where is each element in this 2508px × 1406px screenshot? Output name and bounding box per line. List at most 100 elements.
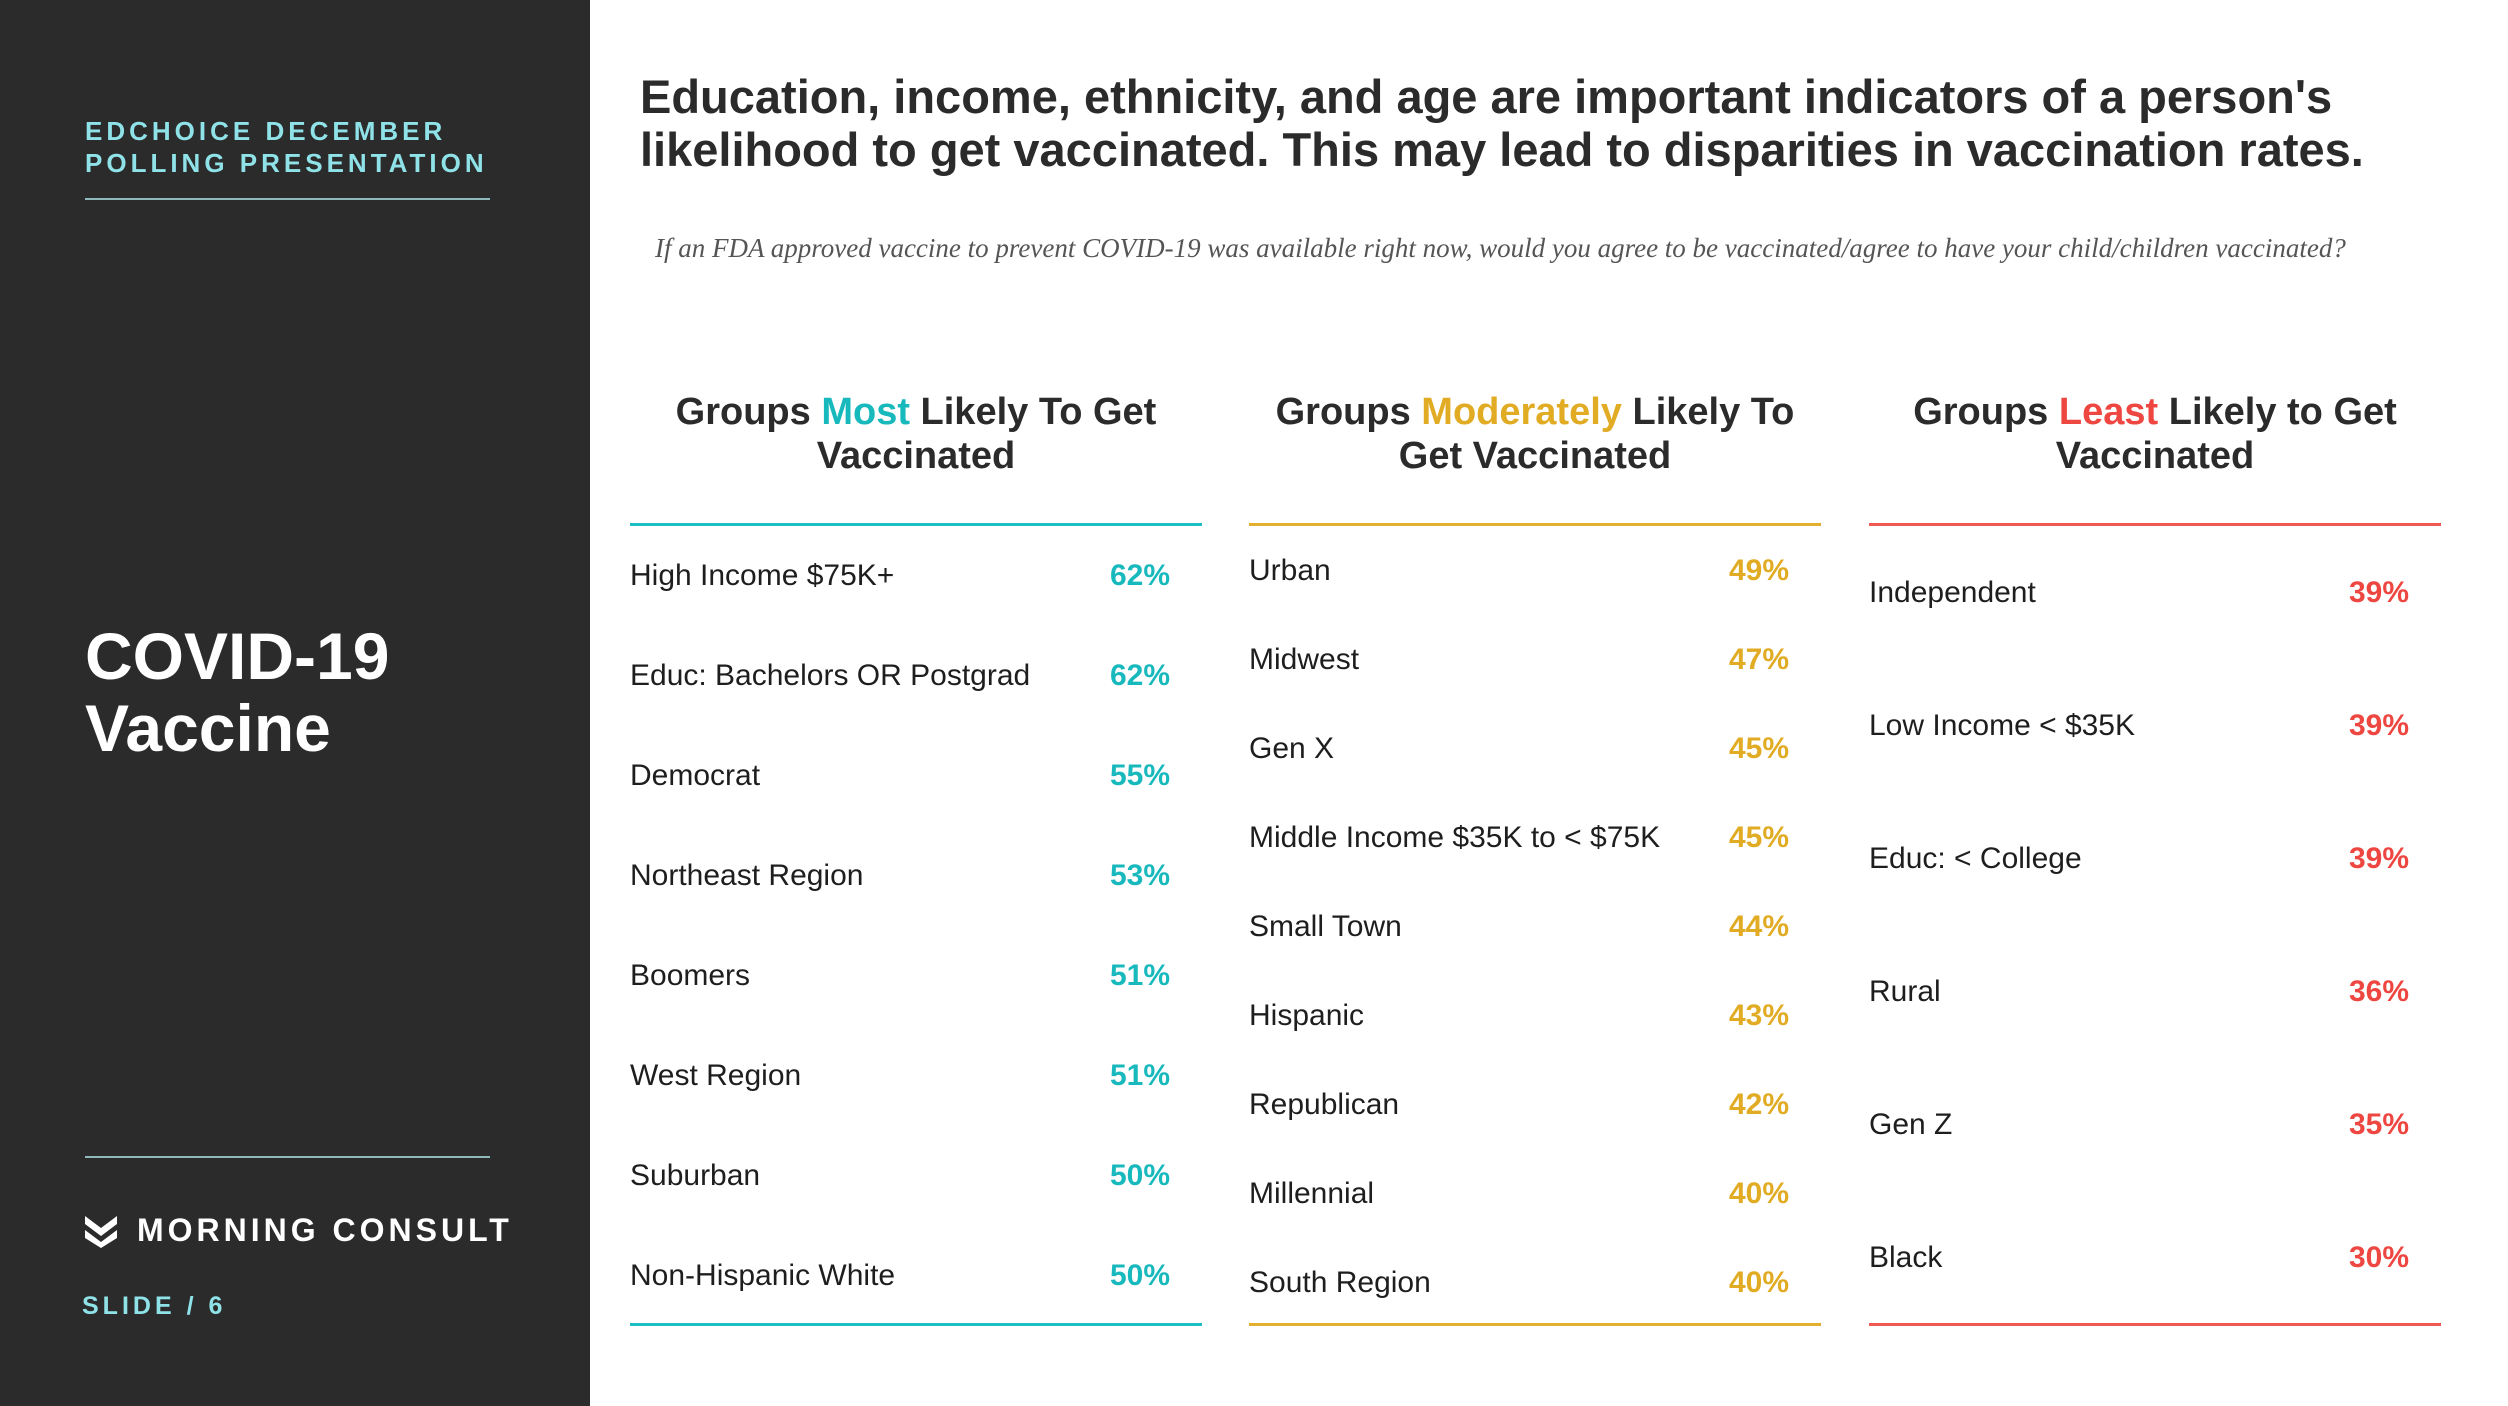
list-item: Gen Z 35% bbox=[1869, 1058, 2441, 1191]
column-bottom-rule bbox=[1869, 1323, 2441, 1326]
deck-label-line1: EDCHOICE DECEMBER bbox=[85, 116, 447, 146]
group-label: Northeast Region bbox=[630, 859, 864, 892]
group-list: High Income $75K+ 62% Educ: Bachelors OR … bbox=[630, 526, 1202, 1323]
list-item: Millennial 40% bbox=[1249, 1149, 1821, 1238]
list-item: Hispanic 43% bbox=[1249, 971, 1821, 1060]
group-value: 30% bbox=[2348, 1240, 2409, 1274]
group-value: 51% bbox=[1109, 959, 1170, 992]
group-value: 45% bbox=[1728, 731, 1789, 765]
group-value: 42% bbox=[1728, 1087, 1789, 1121]
morning-consult-logo-icon bbox=[85, 1215, 117, 1248]
group-label: West Region bbox=[630, 1059, 802, 1092]
sidebar-divider-bottom bbox=[85, 1156, 490, 1158]
group-label: Small Town bbox=[1249, 909, 1402, 943]
group-label: Midwest bbox=[1249, 642, 1360, 676]
group-label: High Income $75K+ bbox=[630, 559, 895, 592]
group-value: 35% bbox=[2348, 1107, 2409, 1141]
deck-label: EDCHOICE DECEMBER POLLING PRESENTATION bbox=[85, 115, 505, 179]
heading-suffix: Likely to Get Vaccinated bbox=[2055, 391, 2397, 477]
list-item: South Region 40% bbox=[1249, 1238, 1821, 1327]
list-item: Middle Income $35K to < $75K 45% bbox=[1249, 793, 1821, 882]
group-value: 50% bbox=[1109, 1259, 1170, 1292]
column-heading: Groups Least Likely to Get Vaccinated bbox=[1869, 388, 2441, 523]
group-value: 50% bbox=[1109, 1159, 1170, 1192]
group-label: Boomers bbox=[630, 959, 751, 992]
heading-prefix: Groups bbox=[1913, 391, 2059, 433]
list-item: Educ: Bachelors OR Postgrad 62% bbox=[630, 626, 1202, 726]
group-value: 39% bbox=[2348, 575, 2409, 609]
list-item: Non-Hispanic White 50% bbox=[630, 1226, 1202, 1326]
group-value: 62% bbox=[1109, 659, 1170, 692]
column-bottom-rule bbox=[630, 1323, 1202, 1326]
brand-logo: MORNING CONSULT bbox=[83, 1212, 513, 1249]
list-item: Republican 42% bbox=[1249, 1060, 1821, 1149]
column-top-rule bbox=[630, 523, 1202, 526]
group-label: Non-Hispanic White bbox=[630, 1259, 896, 1292]
group-value: 39% bbox=[2348, 708, 2409, 742]
group-label: Gen Z bbox=[1869, 1107, 1953, 1141]
list-item: Educ: < College 39% bbox=[1869, 792, 2441, 925]
group-label: Gen X bbox=[1249, 731, 1335, 765]
most-likely-column: Groups Most Likely To Get Vaccinated Hig… bbox=[630, 388, 1202, 1326]
group-value: 53% bbox=[1109, 859, 1170, 892]
slide-title-line2: Vaccine bbox=[85, 691, 331, 765]
group-label: Millennial bbox=[1249, 1176, 1375, 1210]
heading-highlight: Least bbox=[2058, 391, 2159, 433]
list-item: Urban 49% bbox=[1249, 526, 1821, 615]
column-heading: Groups Most Likely To Get Vaccinated bbox=[630, 388, 1202, 523]
group-label: Middle Income $35K to < $75K bbox=[1249, 820, 1661, 854]
heading-highlight: Moderately bbox=[1421, 391, 1622, 433]
column-top-rule bbox=[1869, 523, 2441, 526]
column-heading: Groups Moderately Likely To Get Vaccinat… bbox=[1249, 388, 1821, 523]
group-label: Hispanic bbox=[1249, 998, 1365, 1032]
list-item: West Region 51% bbox=[630, 1026, 1202, 1126]
group-value: 45% bbox=[1728, 820, 1789, 854]
group-label: Republican bbox=[1249, 1087, 1400, 1121]
heading-highlight: Most bbox=[821, 391, 910, 433]
sidebar-divider-top bbox=[85, 198, 490, 200]
heading-suffix: Likely To Get Vaccinated bbox=[1398, 391, 1795, 477]
group-value: 44% bbox=[1728, 909, 1789, 943]
group-value: 55% bbox=[1109, 759, 1170, 792]
list-item: Independent 39% bbox=[1869, 526, 2441, 659]
group-value: 40% bbox=[1728, 1265, 1789, 1299]
group-value: 51% bbox=[1109, 1059, 1170, 1092]
group-label: Low Income < $35K bbox=[1869, 708, 2136, 742]
list-item: High Income $75K+ 62% bbox=[630, 526, 1202, 626]
group-value: 49% bbox=[1728, 553, 1789, 587]
list-item: Gen X 45% bbox=[1249, 704, 1821, 793]
group-label: Independent bbox=[1869, 575, 2036, 609]
list-item: Small Town 44% bbox=[1249, 882, 1821, 971]
group-value: 36% bbox=[2348, 974, 2409, 1008]
deck-label-line2: POLLING PRESENTATION bbox=[85, 148, 488, 178]
group-label: Black bbox=[1869, 1240, 1943, 1274]
group-label: Rural bbox=[1869, 974, 1941, 1008]
list-item: Black 30% bbox=[1869, 1191, 2441, 1324]
group-value: 62% bbox=[1109, 559, 1170, 592]
group-label: Democrat bbox=[630, 759, 761, 792]
heading-prefix: Groups bbox=[675, 391, 822, 433]
group-value: 47% bbox=[1728, 642, 1789, 676]
column-bottom-rule bbox=[1249, 1323, 1821, 1326]
heading-suffix: Likely To Get Vaccinated bbox=[816, 391, 1157, 477]
group-value: 40% bbox=[1728, 1176, 1789, 1210]
moderately-likely-column: Groups Moderately Likely To Get Vaccinat… bbox=[1249, 388, 1821, 1326]
list-item: Low Income < $35K 39% bbox=[1869, 659, 2441, 792]
brand-name: MORNING CONSULT bbox=[137, 1212, 513, 1248]
group-label: South Region bbox=[1249, 1265, 1431, 1299]
slide-headline: Education, income, ethnicity, and age ar… bbox=[640, 70, 2364, 176]
column-top-rule bbox=[1249, 523, 1821, 526]
least-likely-column: Groups Least Likely to Get Vaccinated In… bbox=[1869, 388, 2441, 1326]
slide-title: COVID-19 Vaccine bbox=[85, 620, 389, 764]
group-value: 43% bbox=[1728, 998, 1789, 1032]
list-item: Boomers 51% bbox=[630, 926, 1202, 1026]
group-label: Urban bbox=[1249, 553, 1331, 587]
group-list: Independent 39% Low Income < $35K 39% Educ… bbox=[1869, 526, 2441, 1323]
group-list: Urban 49% Midwest 47% Gen X 45% Middle Inco… bbox=[1249, 526, 1821, 1323]
group-label: Educ: Bachelors OR Postgrad bbox=[630, 659, 1031, 692]
sidebar: EDCHOICE DECEMBER POLLING PRESENTATION C… bbox=[0, 0, 590, 1406]
list-item: Democrat 55% bbox=[630, 726, 1202, 826]
survey-question: If an FDA approved vaccine to prevent CO… bbox=[655, 233, 2346, 263]
group-label: Suburban bbox=[630, 1159, 761, 1192]
slide-number: SLIDE / 6 bbox=[82, 1292, 227, 1320]
